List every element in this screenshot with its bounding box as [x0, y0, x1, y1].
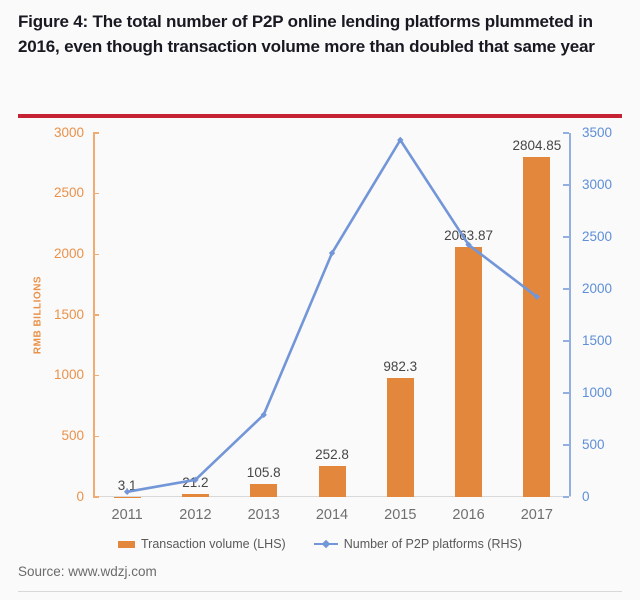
right-axis-tick-label: 3000: [582, 176, 613, 192]
data-label-2011: 3.1: [117, 477, 137, 493]
x-axis-label-2017: 2017: [520, 507, 553, 523]
right-axis-tick-label: 2000: [582, 280, 613, 296]
data-label-2013: 105.8: [246, 465, 281, 481]
right-axis-tick-label: 2500: [582, 228, 613, 244]
bottom-divider: [18, 591, 622, 592]
x-axis-label-2012: 2012: [179, 507, 212, 523]
left-axis-tick-label: 2500: [53, 185, 84, 201]
legend-item-p2p-platforms: Number of P2P platforms (RHS): [313, 537, 523, 551]
left-axis-tick: [93, 253, 99, 256]
source-text: Source: www.wdzj.com: [18, 564, 157, 579]
left-axis-tick: [93, 132, 99, 134]
x-axis-label-2013: 2013: [247, 507, 280, 523]
right-axis-tick: [563, 236, 570, 238]
line-marker-2013: [260, 411, 267, 419]
left-axis-tick-label: 1500: [53, 306, 84, 322]
x-axis-label-2014: 2014: [315, 507, 349, 523]
legend-label: Number of P2P platforms (RHS): [343, 537, 523, 551]
right-axis-tick-label: 1500: [582, 332, 613, 348]
bar-series-swatch-icon: [117, 540, 135, 548]
left-axis-tick: [93, 435, 99, 438]
right-axis-tick: [563, 496, 570, 498]
data-label-2017: 2804.85: [512, 137, 562, 153]
x-axis-label-2011: 2011: [111, 507, 143, 523]
right-axis-tick: [563, 392, 570, 394]
line-marker-2012: [192, 476, 199, 484]
data-label-2014: 252.8: [315, 447, 349, 463]
left-axis-tick: [93, 192, 99, 195]
legend-item-transaction-volume: Transaction volume (LHS): [117, 537, 286, 551]
line-marker-2016: [465, 241, 472, 248]
figure-title: Figure 4: The total number of P2P online…: [18, 12, 595, 56]
right-axis-tick-label: 1000: [582, 384, 613, 400]
left-axis-tick-label: 1000: [53, 367, 84, 383]
bar-2013: [250, 484, 278, 497]
x-axis-label-2016: 2016: [452, 507, 485, 523]
right-axis-tick: [563, 340, 570, 342]
title-rule: [18, 114, 622, 118]
bar-2016: [455, 246, 483, 497]
left-axis-tick: [93, 314, 99, 316]
bar-2015: [386, 377, 414, 497]
right-axis-tick: [563, 184, 570, 186]
x-axis-label-2015: 2015: [384, 507, 417, 523]
line-series-swatch-icon: [313, 539, 338, 549]
right-axis-tick: [563, 444, 570, 446]
left-axis-tick-label: 2000: [53, 245, 84, 261]
legend-label: Transaction volume (LHS): [140, 537, 286, 551]
right-axis-tick-label: 0: [582, 488, 590, 504]
bar-2017: [523, 156, 551, 497]
line-marker-2015: [397, 136, 404, 144]
line-marker-2011: [123, 488, 131, 495]
right-axis-tick: [563, 132, 570, 134]
bar-2014: [318, 466, 346, 497]
left-axis-tick-label: 0: [76, 488, 84, 504]
left-axis-tick-label: 500: [61, 427, 84, 443]
bar-2012: [181, 494, 209, 497]
right-axis-tick-label: 500: [582, 436, 605, 452]
right-axis-tick-label: 3500: [582, 124, 613, 140]
data-label-2016: 2063.87: [444, 227, 493, 243]
right-y-axis-line: [569, 133, 571, 497]
right-axis-tick: [563, 288, 570, 290]
left-axis-tick: [93, 496, 99, 498]
line-marker-2014: [328, 249, 336, 257]
p2p-platforms-line: [123, 136, 541, 495]
left-axis-tick: [93, 374, 99, 377]
left-axis-tick-label: 3000: [53, 124, 84, 140]
legend: Transaction volume (LHS) Number of P2P p…: [0, 537, 640, 551]
data-label-2015: 982.3: [383, 358, 418, 374]
